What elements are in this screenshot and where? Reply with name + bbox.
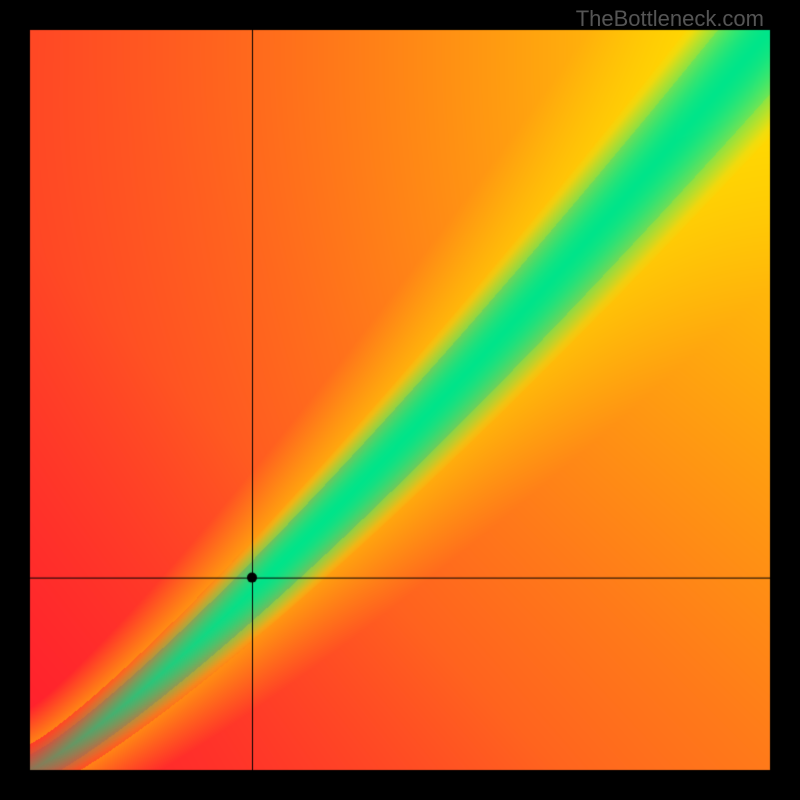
chart-frame: TheBottleneck.com	[0, 0, 800, 800]
watermark-text: TheBottleneck.com	[576, 6, 764, 32]
heatmap-canvas	[0, 0, 800, 800]
